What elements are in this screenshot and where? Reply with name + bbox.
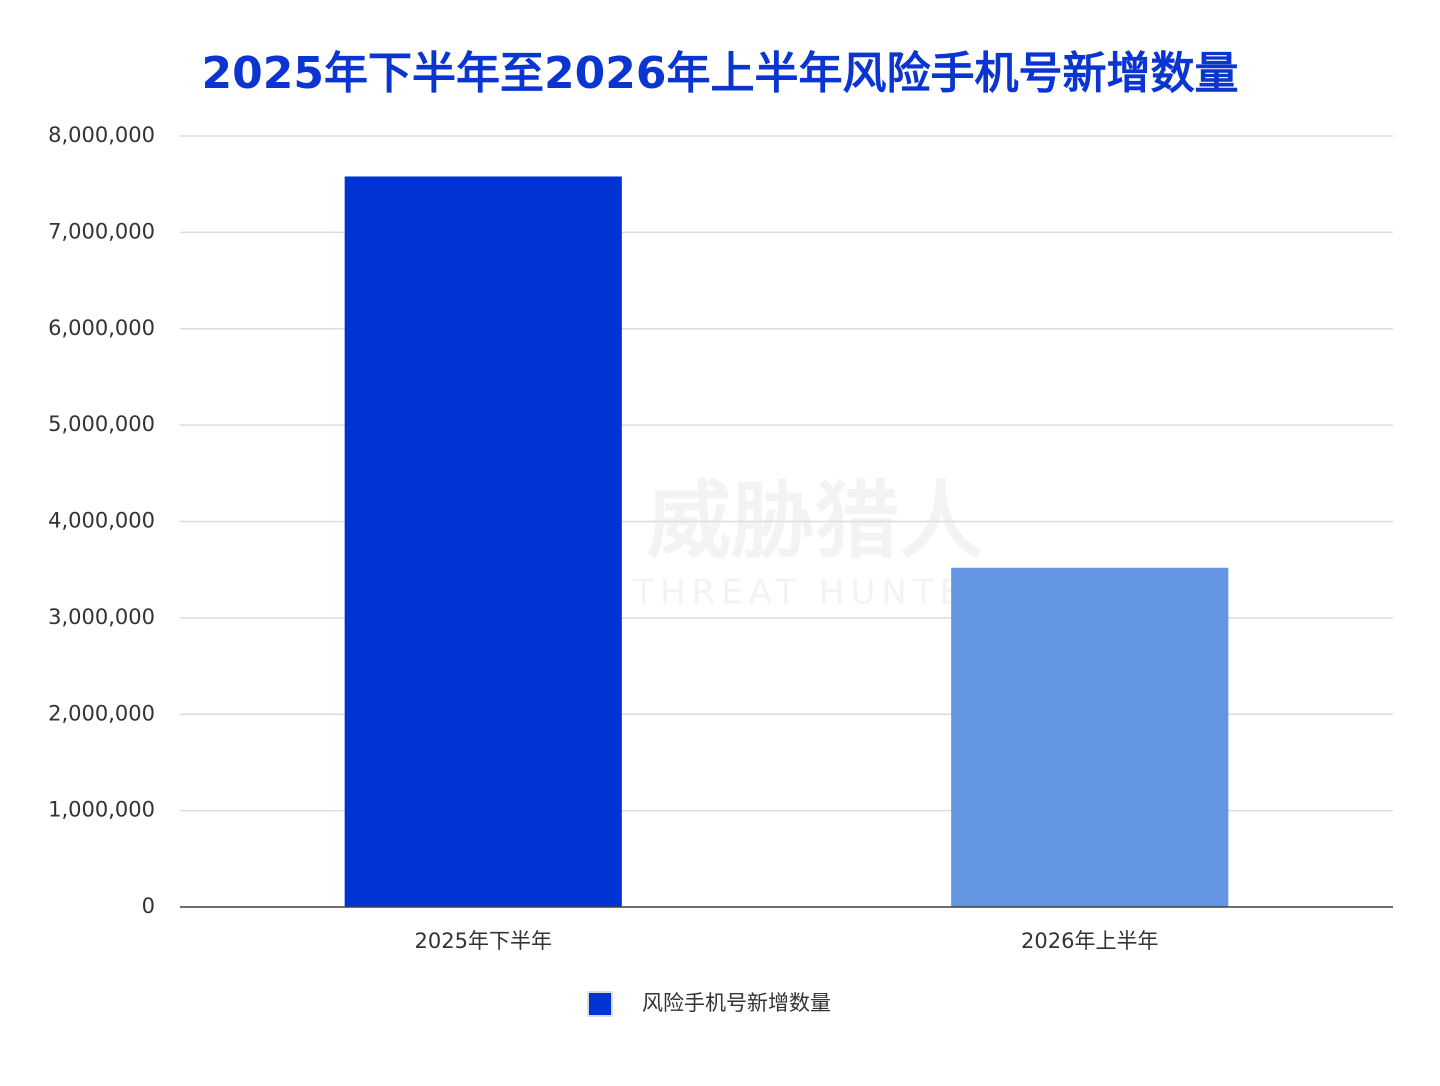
y-tick-label: 8,000,000 bbox=[48, 123, 155, 147]
bar bbox=[344, 176, 622, 908]
watermark-subtitle: THREAT HUNTER bbox=[632, 573, 996, 613]
legend-swatch bbox=[587, 991, 613, 1017]
x-tick-label: 2025年下半年 bbox=[415, 929, 552, 953]
y-tick-label: 1,000,000 bbox=[48, 798, 155, 822]
legend-label: 风险手机号新增数量 bbox=[642, 991, 831, 1015]
chart-title: 2025年下半年至2026年上半年风险手机号新增数量 bbox=[202, 48, 1239, 99]
y-tick-label: 6,000,000 bbox=[48, 316, 155, 340]
y-tick-label: 4,000,000 bbox=[48, 509, 155, 533]
y-tick-label: 3,000,000 bbox=[48, 605, 155, 629]
x-tick-label: 2026年上半年 bbox=[1021, 929, 1158, 953]
bar bbox=[951, 567, 1229, 907]
y-tick-label: 0 bbox=[142, 894, 155, 918]
y-tick-label: 5,000,000 bbox=[48, 412, 155, 436]
y-tick-label: 2,000,000 bbox=[48, 701, 155, 725]
y-tick-label: 7,000,000 bbox=[48, 219, 155, 243]
